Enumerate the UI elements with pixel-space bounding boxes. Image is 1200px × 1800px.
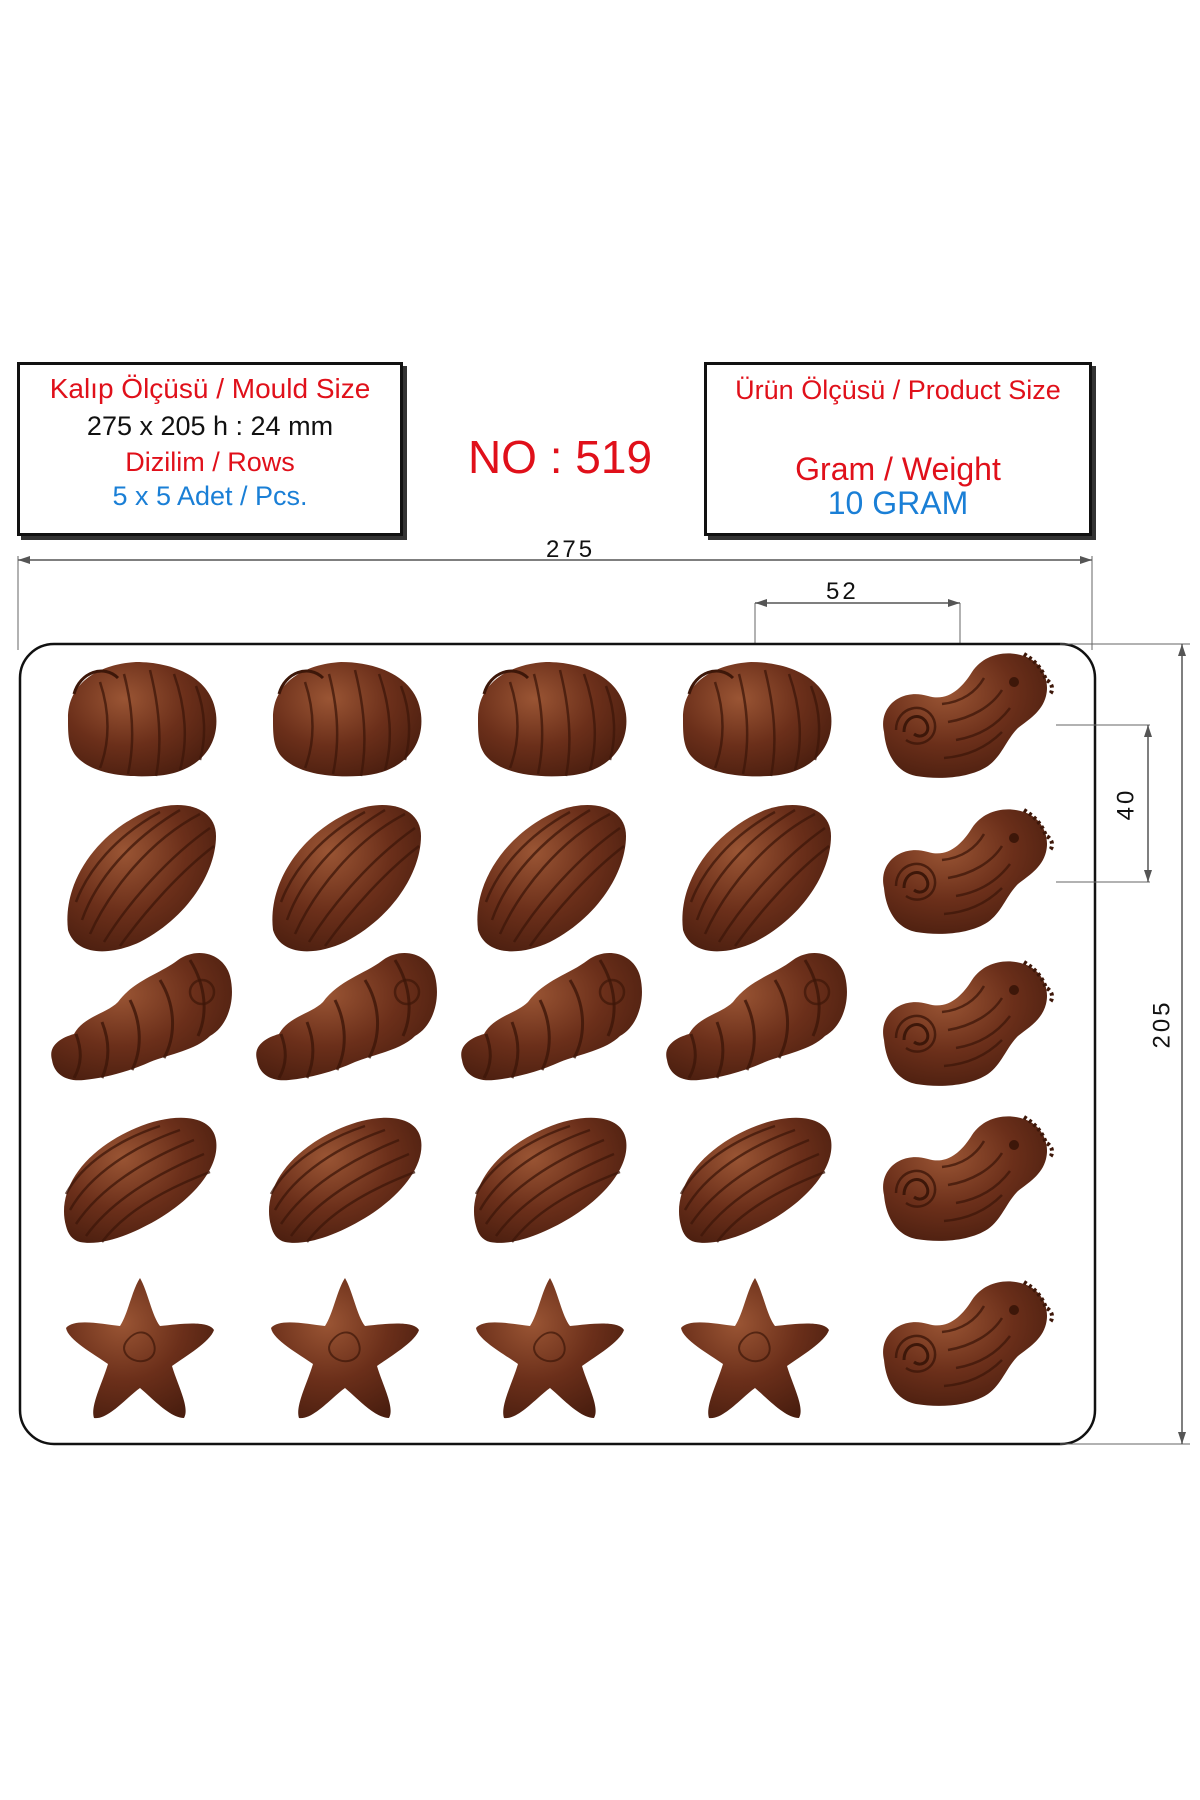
model-number: NO : 519 xyxy=(467,431,653,483)
scallop-shell-cavity xyxy=(271,660,423,778)
height-dimension-label: 205 xyxy=(1148,999,1176,1049)
height-dimension xyxy=(1060,643,1190,1445)
pitch-y-label: 40 xyxy=(1112,787,1140,821)
width-dimension xyxy=(18,556,1092,564)
pitch-y-dimension xyxy=(1056,724,1152,883)
mould-size-value: 275 x 205 h : 24 mm xyxy=(86,411,334,441)
weight-value: 10 GRAM xyxy=(827,485,969,521)
rows-label: Dizilim / Rows xyxy=(125,447,295,477)
scallop-shell-cavity xyxy=(476,660,628,778)
pitch-x-label: 52 xyxy=(826,578,859,605)
scallop-shell-cavity xyxy=(681,660,833,778)
scallop-shell-cavity xyxy=(66,660,218,778)
width-dimension-label: 275 xyxy=(546,536,596,563)
product-size-title: Ürün Ölçüsü / Product Size xyxy=(735,375,1061,405)
mould-size-box: Kalıp Ölçüsü / Mould Size 275 x 205 h : … xyxy=(17,362,403,536)
pitch-x-dimension xyxy=(754,599,961,670)
pieces-value: 5 x 5 Adet / Pcs. xyxy=(112,481,308,511)
weight-label: Gram / Weight xyxy=(795,451,1001,487)
product-size-box: Ürün Ölçüsü / Product Size Gram / Weight… xyxy=(704,362,1092,536)
mould-size-title: Kalıp Ölçüsü / Mould Size xyxy=(49,373,371,404)
